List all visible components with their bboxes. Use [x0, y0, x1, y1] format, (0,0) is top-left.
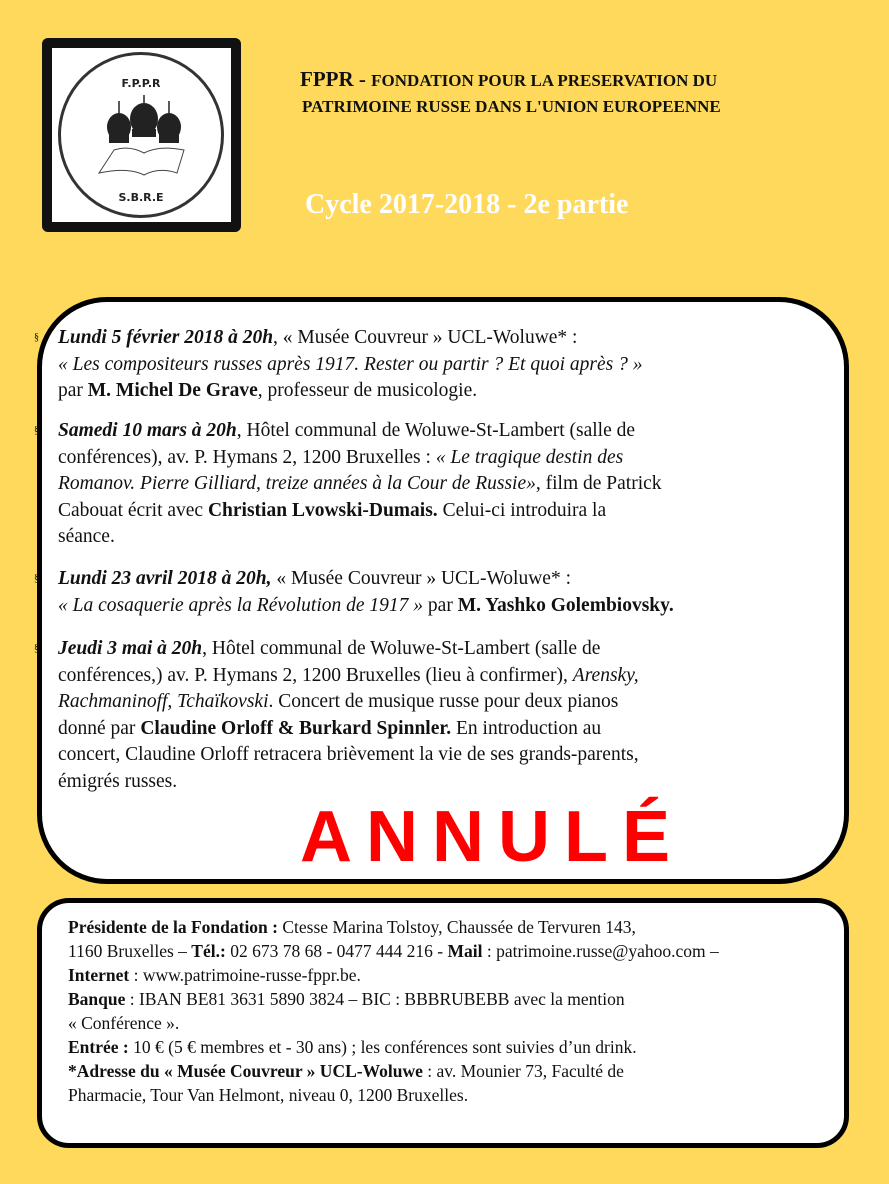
text-line: Internet : www.patrimoine-russe-fppr.be. — [68, 963, 719, 987]
text-line: séance. — [58, 524, 662, 551]
event-item: § Samedi 10 mars à 20h, Hôtel communal de… — [34, 418, 662, 551]
text-line: Cabouat écrit avec Christian Lvowski-Dum… — [58, 498, 662, 525]
text-segment: « Les compositeurs russes après 1917. Re… — [58, 353, 643, 375]
text-line: par M. Michel De Grave, professeur de mu… — [58, 378, 642, 405]
event-item: § Lundi 5 février 2018 à 20h, « Musée Co… — [34, 325, 642, 405]
bullet-icon: § — [34, 425, 39, 436]
bullet-icon: § — [34, 332, 39, 343]
text-line: concert, Claudine Orloff retracera brièv… — [58, 742, 639, 769]
text-segment: 02 673 78 68 - 0477 444 216 - — [225, 941, 448, 961]
text-segment: M. Yashko Golembiovsky. — [457, 594, 674, 616]
text-segment: Entrée : — [68, 1037, 129, 1057]
text-segment: Christian Lvowski-Dumais. — [207, 499, 438, 521]
text-segment: , Hôtel communal de Woluwe-St-Lambert (s… — [202, 638, 601, 659]
logo-top-text: F.P.P.R — [121, 77, 161, 90]
text-segment: En introduction au — [451, 717, 602, 739]
text-segment: 10 € (5 € membres et - 30 ans) ; les con… — [128, 1037, 637, 1057]
text-segment: M. Michel De Grave — [87, 380, 258, 401]
church-book-icon — [97, 95, 185, 176]
text-segment: Tél.: — [191, 941, 226, 961]
header-title: FPPR - FONDATION POUR LA PRESERVATION DU — [300, 66, 717, 94]
text-segment: par — [58, 380, 88, 401]
text-segment: concert, Claudine Orloff retracera brièv… — [58, 744, 639, 765]
info-text: Présidente de la Fondation : Ctesse Mari… — [68, 915, 719, 1107]
info-box: Présidente de la Fondation : Ctesse Mari… — [37, 898, 849, 1148]
text-line: conférences), av. P. Hymans 2, 1200 Brux… — [58, 445, 662, 472]
text-segment: Celui-ci introduira la — [437, 499, 607, 521]
events-box — [37, 297, 849, 884]
text-line: Rachmaninoff, Tchaïkovski. Concert de mu… — [58, 689, 639, 716]
text-segment: *Adresse du « Musée Couvreur » UCL-Woluw… — [68, 1061, 423, 1081]
text-segment: Lundi 5 février 2018 à 20h — [58, 327, 274, 348]
text-line: *Adresse du « Musée Couvreur » UCL-Woluw… — [68, 1059, 719, 1083]
text-segment: : av. Mounier 73, Faculté de — [422, 1061, 624, 1081]
text-line: Lundi 5 février 2018 à 20h, « Musée Couv… — [58, 325, 642, 352]
text-line: Samedi 10 mars à 20h, Hôtel communal de … — [58, 418, 662, 445]
text-segment: donné par — [58, 717, 141, 739]
text-segment: Internet — [68, 965, 130, 985]
text-line: Lundi 23 avril 2018 à 20h, « Musée Couvr… — [58, 566, 674, 593]
text-segment: : www.patrimoine-russe-fppr.be. — [129, 965, 361, 985]
text-segment: , Hôtel communal de Woluwe-St-Lambert (s… — [236, 420, 636, 441]
cancelled-stamp: ANNULÉ — [300, 797, 684, 877]
text-line: « Les compositeurs russes après 1917. Re… — [58, 352, 642, 379]
text-line: Romanov. Pierre Gilliard, treize années … — [58, 471, 662, 498]
text-segment: Romanov. Pierre Gilliard, treize années … — [58, 473, 536, 494]
text-segment: Présidente de la Fondation : — [68, 917, 283, 937]
text-segment: conférences,) av. P. Hymans 2, 1200 Brux… — [58, 664, 573, 686]
text-segment: Mail — [447, 941, 483, 961]
text-line: donné par Claudine Orloff & Burkard Spin… — [58, 716, 639, 743]
text-line: 1160 Bruxelles – Tél.: 02 673 78 68 - 04… — [68, 939, 719, 963]
text-line: conférences,) av. P. Hymans 2, 1200 Brux… — [58, 663, 639, 690]
text-segment: 1160 Bruxelles – — [68, 941, 192, 961]
text-segment: , film de Patrick — [535, 473, 662, 494]
text-segment: Jeudi 3 mai à 20h — [58, 638, 203, 659]
text-segment: Claudine Orloff & Burkard Spinnler. — [140, 717, 452, 739]
text-line: Jeudi 3 mai à 20h, Hôtel communal de Wol… — [58, 636, 639, 663]
fppr-logo: F.P.P.R S.B.R.E — [42, 38, 241, 232]
text-segment: : IBAN BE81 3631 5890 3824 – BIC : BBBRU… — [125, 989, 625, 1009]
text-segment: , « Musée Couvreur » UCL-Woluwe* : — [273, 327, 578, 348]
text-segment: Banque — [68, 989, 126, 1009]
text-segment: séance. — [58, 526, 115, 547]
event-item: § Lundi 23 avril 2018 à 20h, « Musée Couv… — [34, 566, 674, 620]
logo-bottom-text: S.B.R.E — [118, 191, 164, 204]
header-line2: PATRIMOINE RUSSE DANS L'UNION EUROPEENNE — [302, 97, 721, 116]
text-segment: , professeur de musicologie. — [257, 380, 478, 401]
text-segment: Ctesse Marina Tolstoy, Chaussée de Tervu… — [282, 917, 636, 937]
text-segment: Arensky, — [572, 664, 639, 686]
bullet-icon: § — [34, 573, 39, 584]
text-segment: émigrés russes. — [58, 770, 178, 792]
text-line: « Conférence ». — [68, 1011, 719, 1035]
event-item: § Jeudi 3 mai à 20h, Hôtel communal de Wo… — [34, 636, 639, 796]
text-segment: Rachmaninoff, Tchaïkovski — [58, 691, 269, 712]
bullet-icon: § — [34, 643, 39, 654]
text-segment: Lundi 23 avril 2018 à 20h, — [58, 568, 272, 589]
text-segment: « La cosaquerie après la Révolution de 1… — [58, 594, 424, 616]
text-segment: par — [423, 594, 458, 616]
text-segment: . Concert de musique russe pour deux pia… — [268, 691, 619, 712]
text-line: Présidente de la Fondation : Ctesse Mari… — [68, 915, 719, 939]
text-line: Banque : IBAN BE81 3631 5890 3824 – BIC … — [68, 987, 719, 1011]
text-segment: « Le tragique destin des — [435, 446, 624, 468]
text-segment: « Conférence ». — [68, 1013, 180, 1033]
cycle-title: Cycle 2017-2018 - 2e partie — [305, 189, 629, 220]
text-line: « La cosaquerie après la Révolution de 1… — [58, 593, 674, 620]
header-acronym: FPPR - — [300, 67, 372, 91]
text-line: Pharmacie, Tour Van Helmont, niveau 0, 1… — [68, 1083, 719, 1107]
text-segment: Pharmacie, Tour Van Helmont, niveau 0, 1… — [68, 1085, 469, 1105]
text-segment: Cabouat écrit avec — [58, 499, 208, 521]
text-segment: Samedi 10 mars à 20h — [58, 420, 237, 441]
text-segment: conférences), av. P. Hymans 2, 1200 Brux… — [58, 446, 436, 468]
text-segment: « Musée Couvreur » UCL-Woluwe* : — [271, 568, 571, 589]
header-line1: FONDATION POUR LA PRESERVATION DU — [371, 71, 718, 90]
text-segment: : patrimoine.russe@yahoo.com – — [482, 941, 719, 961]
text-line: émigrés russes. — [58, 769, 639, 796]
text-line: Entrée : 10 € (5 € membres et - 30 ans) … — [68, 1035, 719, 1059]
